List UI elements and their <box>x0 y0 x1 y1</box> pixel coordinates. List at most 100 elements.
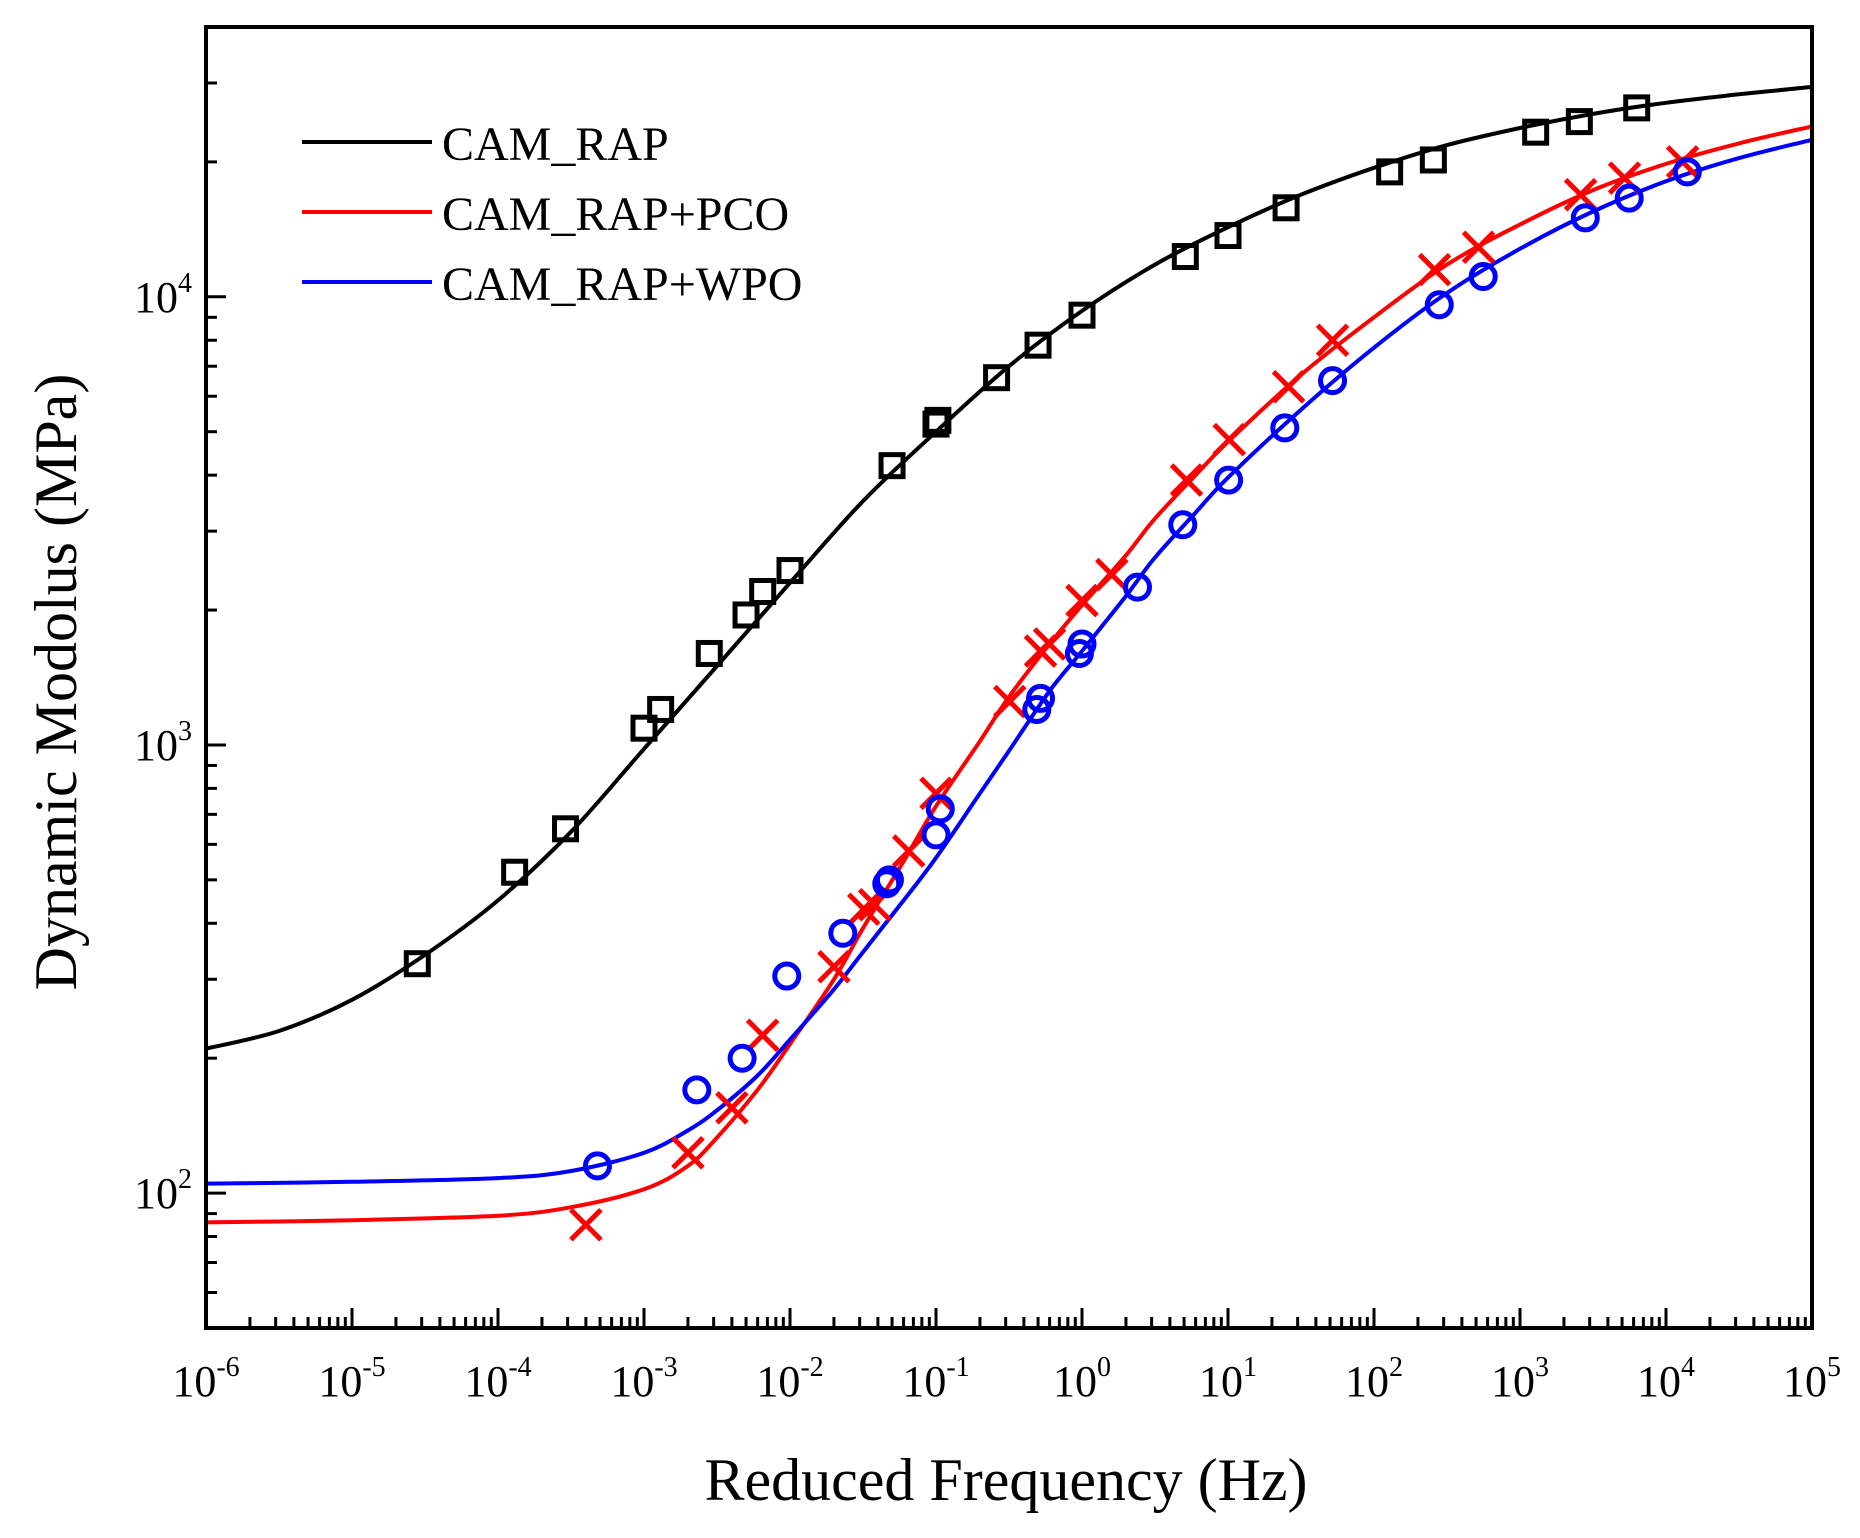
data-point-circle <box>1214 465 1244 495</box>
data-point-x <box>1461 230 1496 265</box>
x-tick-label-exponent: -6 <box>216 1352 239 1383</box>
y-tick-label-base: 10 <box>134 721 178 770</box>
data-point-square <box>695 639 723 667</box>
x-tick-label-base: 10 <box>172 1357 216 1406</box>
data-point-x <box>569 1207 603 1242</box>
x-tick-label: 10-4 <box>464 1352 531 1406</box>
y-tick-label-base: 10 <box>134 273 178 322</box>
x-tick-label: 103 <box>1491 1352 1549 1406</box>
data-point-x <box>1212 422 1247 457</box>
legend: CAM_RAP CAM_RAP+PCO CAM_RAP+WPO <box>302 118 802 311</box>
x-tick-label: 10-1 <box>902 1352 969 1406</box>
x-tick-label-base: 10 <box>1491 1357 1535 1406</box>
data-point-square <box>749 577 777 605</box>
data-point-square <box>878 452 906 480</box>
x-tick-label: 10-3 <box>610 1352 677 1406</box>
data-point-x <box>1065 583 1099 618</box>
data-point-circle <box>1318 366 1348 396</box>
data-point-x <box>817 949 851 984</box>
data-point-x <box>1417 252 1452 287</box>
data-point-square <box>1024 331 1052 359</box>
x-tick-label-exponent: -4 <box>508 1352 531 1383</box>
data-point-square <box>630 714 658 742</box>
x-tick-label-exponent: -5 <box>362 1352 385 1383</box>
data-point-x <box>1032 627 1067 661</box>
data-point-circle <box>874 865 904 895</box>
data-point-square <box>1068 301 1096 329</box>
data-point-square <box>732 601 760 629</box>
data-point-circle <box>1672 157 1702 187</box>
y-tick-label-exponent: 4 <box>178 268 192 299</box>
data-point-circle <box>1270 413 1300 443</box>
x-tick-label-base: 10 <box>1783 1357 1827 1406</box>
data-point-square <box>1522 118 1550 146</box>
x-tick-label: 105 <box>1783 1352 1841 1406</box>
x-tick-label-exponent: 1 <box>1243 1352 1257 1383</box>
data-point-circle <box>1570 203 1600 233</box>
data-point-circle <box>921 820 951 850</box>
fit-curve-cam-rap-pco <box>205 124 1813 1225</box>
x-tick-label-base: 10 <box>318 1357 362 1406</box>
x-tick-label-base: 10 <box>610 1357 654 1406</box>
data-point-square <box>1171 243 1199 271</box>
x-tick-label-exponent: 2 <box>1389 1352 1403 1383</box>
x-tick-label-base: 10 <box>1053 1357 1097 1406</box>
data-point-square <box>403 950 431 978</box>
data-point-circle <box>828 918 858 948</box>
x-tick-label: 10-2 <box>756 1352 823 1406</box>
x-axis-title: Reduced Frequency (Hz) <box>704 1447 1307 1513</box>
x-tick-label: 101 <box>1199 1352 1257 1406</box>
data-point-x <box>891 834 926 868</box>
legend-label: CAM_RAP <box>442 118 669 171</box>
fit-curve-cam-rap-wpo <box>205 137 1813 1186</box>
y-tick-label: 104 <box>134 268 192 322</box>
data-point-square <box>983 364 1011 392</box>
x-tick-label-exponent: -3 <box>654 1352 677 1383</box>
x-tick-label: 100 <box>1053 1352 1111 1406</box>
data-point-x <box>992 684 1027 719</box>
data-point-x <box>671 1136 705 1170</box>
y-tick-label-exponent: 3 <box>178 716 192 747</box>
data-point-square <box>1419 146 1447 174</box>
x-tick-label-exponent: 5 <box>1827 1352 1841 1383</box>
data-point-x <box>1169 463 1204 497</box>
data-point-square <box>1214 222 1242 250</box>
fit-curve-cam-rap <box>205 84 1813 1051</box>
data-point-x <box>1315 323 1350 358</box>
data-point-x <box>745 1018 780 1053</box>
x-tick-label-base: 10 <box>464 1357 508 1406</box>
data-point-square <box>1272 194 1300 222</box>
x-tick-label-exponent: -2 <box>800 1352 823 1383</box>
fit-curves <box>205 84 1813 1225</box>
plot-frame <box>204 25 1814 1330</box>
data-point-x <box>715 1091 749 1125</box>
x-tick-label: 104 <box>1637 1352 1695 1406</box>
x-tick-label-base: 10 <box>1199 1357 1243 1406</box>
x-tick-label: 10-5 <box>318 1352 385 1406</box>
data-point-square <box>647 695 675 723</box>
data-point-circle <box>1123 572 1153 602</box>
x-tick-label-exponent: 4 <box>1681 1352 1695 1383</box>
data-point-square <box>501 858 529 886</box>
data-point-circle <box>1424 290 1454 320</box>
data-point-x <box>919 776 953 811</box>
y-tick-label: 102 <box>134 1164 192 1218</box>
y-tick-label: 103 <box>134 716 192 770</box>
y-axis-title: Dynamic Modolus (MPa) <box>23 374 89 991</box>
x-tick-label-exponent: -1 <box>946 1352 969 1383</box>
data-point-circle <box>1168 510 1198 540</box>
data-markers <box>403 94 1702 1242</box>
x-tick-label-exponent: 3 <box>1535 1352 1549 1383</box>
data-point-circle <box>1468 261 1498 291</box>
data-point-square <box>924 406 952 434</box>
data-point-circle <box>582 1151 612 1181</box>
y-tick-label-exponent: 2 <box>178 1164 192 1195</box>
x-tick-label: 10-6 <box>172 1352 239 1406</box>
data-point-x <box>1271 369 1306 404</box>
x-tick-label-exponent: 0 <box>1097 1352 1111 1383</box>
legend-label: CAM_RAP+PCO <box>442 188 789 241</box>
x-axis-ticks: 10-6 10-5 10-4 10-3 10-2 10-1 100 101 102 103 104 1… <box>172 1308 1841 1406</box>
x-tick-label-base: 10 <box>1345 1357 1389 1406</box>
